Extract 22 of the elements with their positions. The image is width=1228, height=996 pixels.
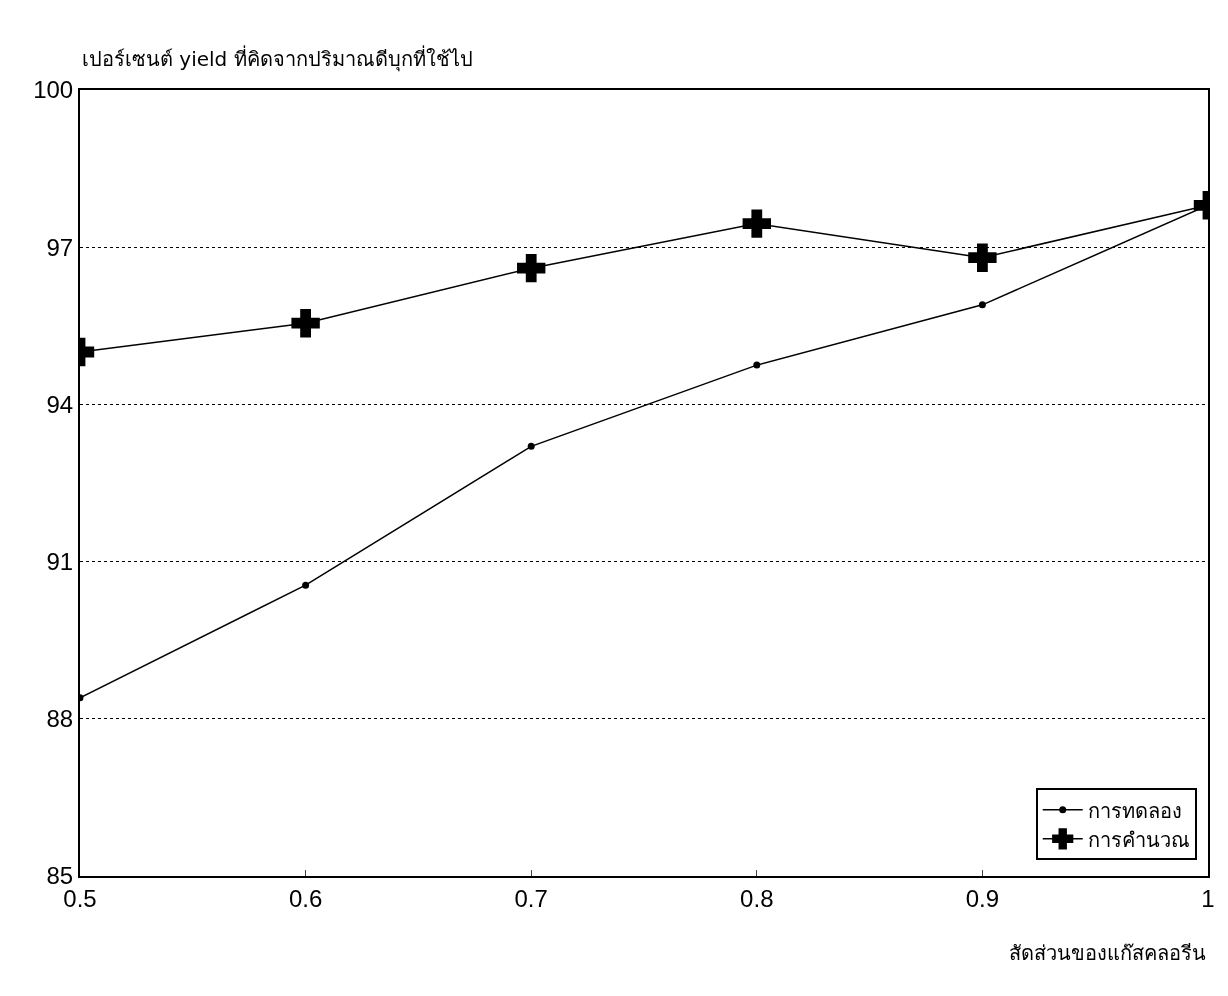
y-tick-label: 100 [33,76,74,104]
x-axis-title: สัดส่วนของแก๊สคลอรีน [1009,941,1206,965]
y-tick-label: 91 [46,548,74,575]
x-tick-label: 0.9 [965,884,1000,912]
y-tick-label: 88 [46,705,74,733]
point [517,253,546,283]
y-axis-title: เปอร์เซนต์ yield ที่คิดจากปริมาณดีบุกที่ใช้ไป [82,45,473,72]
x-tick-label: 0.6 [288,884,323,912]
point [753,361,761,369]
point [291,308,320,338]
x-tick-label: 0.8 [740,884,774,912]
point [302,581,310,589]
point [742,209,771,238]
point [978,301,986,309]
x-tick-label: 1 [1201,884,1215,912]
y-tick-label: 97 [46,233,74,261]
x-tick-label: 0.7 [514,884,548,912]
legend-label: การทดลอง [1087,798,1182,823]
point [968,243,997,272]
y-tick-label: 94 [46,390,74,418]
legend-label: การคำนวณ [1087,827,1190,852]
point [527,442,535,450]
